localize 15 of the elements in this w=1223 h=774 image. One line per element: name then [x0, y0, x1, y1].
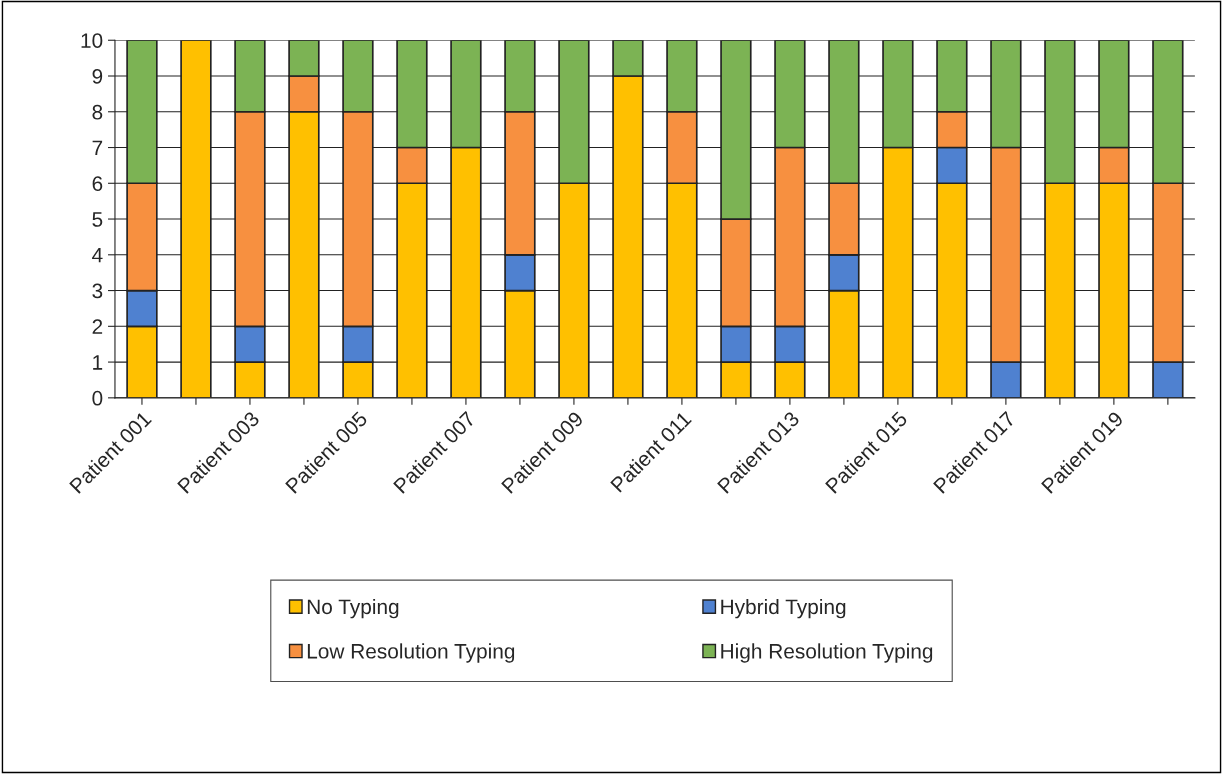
legend-label: No Typing [307, 598, 399, 619]
y-tick-label: 2 [92, 319, 103, 334]
y-tick-label: 1 [93, 355, 103, 370]
y-tick-label: 5 [92, 212, 103, 227]
legend-label: Hybrid Typing [721, 598, 846, 619]
y-tick-label: 8 [92, 104, 103, 120]
y-tick-label: 4 [92, 248, 103, 263]
legend-label: High Resolution Typing [721, 643, 933, 663]
y-tick-label: 3 [92, 283, 103, 299]
y-tick-label: 0 [92, 390, 103, 406]
y-tick-label: 9 [92, 69, 103, 84]
y-tick-label: 7 [92, 140, 103, 156]
legend-label: Low Resolution Typing [307, 643, 515, 663]
y-tick-label: 6 [92, 176, 103, 192]
y-tick-label: 10 [81, 33, 103, 48]
